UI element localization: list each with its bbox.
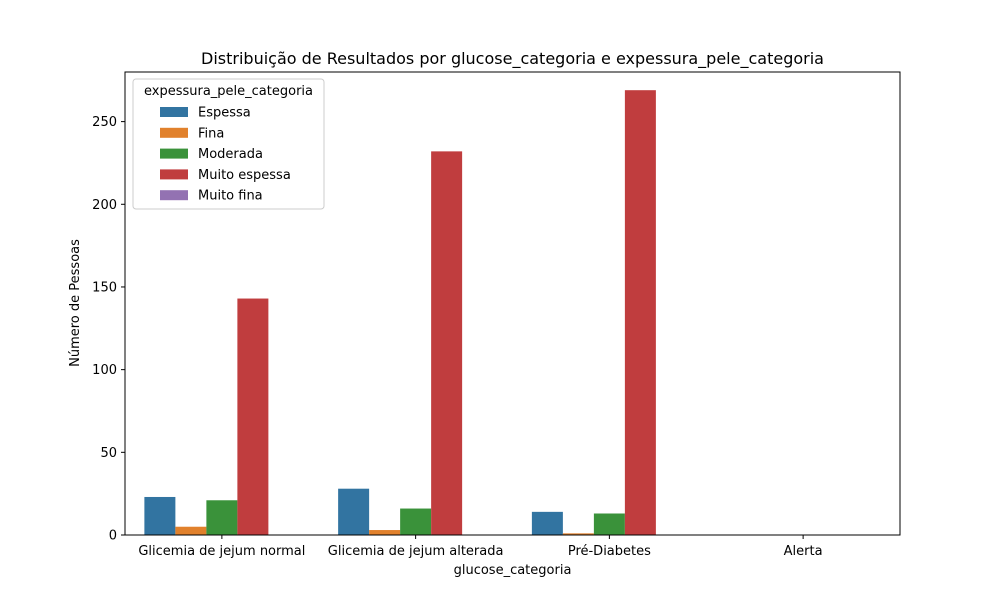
y-tick-label: 100 (92, 363, 117, 378)
bar-moderada-1 (400, 508, 432, 535)
legend-swatch-fina (160, 127, 188, 138)
legend-label-muito-fina: Muito fina (198, 189, 263, 204)
legend-swatch-muito-fina (160, 190, 188, 201)
y-axis-label: Número de Pessoas (68, 239, 83, 367)
bar-muito-espessa-2 (624, 90, 656, 535)
bars-group (144, 90, 656, 535)
bar-espessa-1 (338, 488, 370, 535)
legend: expessura_pele_categoria Espessa Fina Moder… (132, 78, 325, 210)
legend-label-espessa: Espessa (198, 106, 251, 121)
chart-title: Distribuição de Resultados por glucose_c… (201, 49, 824, 69)
legend-swatch-moderada (160, 148, 188, 159)
plot-frame (124, 71, 901, 536)
bar-fina-1 (369, 530, 401, 535)
y-tick-label: 200 (92, 198, 117, 213)
bar-muito-espessa-1 (431, 151, 463, 535)
axes-group: 0 50 100 150 200 250 Glicemia de jejum normal G… (92, 71, 901, 559)
bar-fina-0 (175, 526, 207, 535)
bar-moderada-0 (206, 500, 238, 535)
x-tick-label: Alerta (784, 544, 823, 559)
legend-swatch-espessa (160, 107, 188, 117)
legend-label-fina: Fina (198, 126, 224, 141)
legend-label-moderada: Moderada (198, 147, 263, 162)
y-tick-label: 50 (100, 446, 117, 461)
legend-title: expessura_pele_categoria (144, 84, 313, 99)
bar-fina-2 (562, 533, 594, 535)
x-tick-label: Pré-Diabetes (568, 544, 651, 559)
y-tick-label: 0 (109, 529, 117, 544)
bar-espessa-2 (531, 511, 563, 535)
x-tick-label: Glicemia de jejum normal (138, 544, 305, 559)
bar-muito-espessa-0 (237, 298, 269, 535)
y-tick-label: 250 (92, 115, 117, 130)
x-tick-label: Glicemia de jejum alterada (328, 544, 504, 559)
bar-moderada-2 (593, 513, 625, 535)
bar-espessa-0 (144, 496, 176, 535)
legend-label-muito-espessa: Muito espessa (198, 168, 291, 183)
legend-swatch-muito-espessa (160, 169, 188, 180)
y-tick-label: 150 (92, 280, 117, 295)
x-axis-label: glucose_categoria (454, 563, 572, 578)
